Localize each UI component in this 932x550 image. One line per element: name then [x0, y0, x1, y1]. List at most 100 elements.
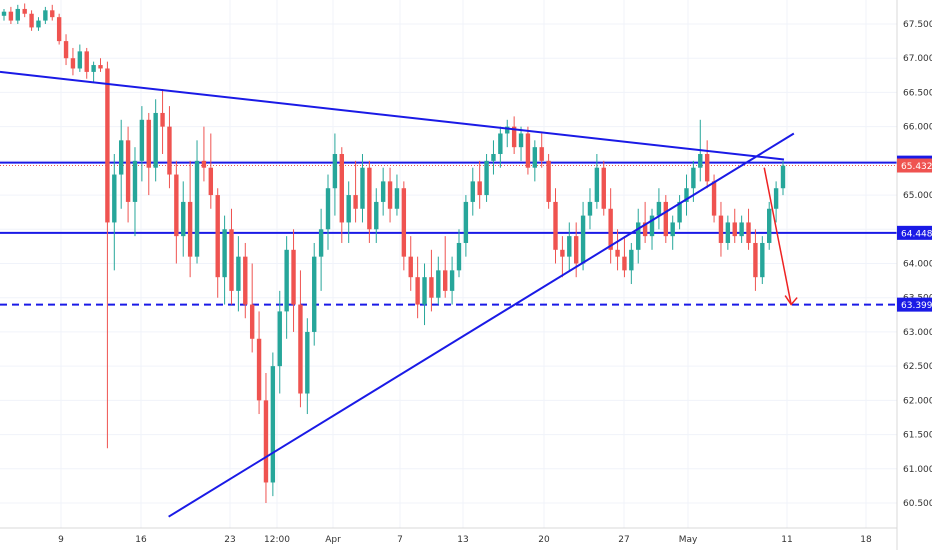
- candle-body: [677, 201, 682, 223]
- candle: [456, 229, 462, 278]
- candle-body: [649, 215, 655, 237]
- candle: [739, 215, 744, 243]
- projection-arrow: [763, 167, 798, 306]
- candle-body: [746, 222, 751, 243]
- level-label: 64.448: [901, 229, 932, 239]
- candle-body: [387, 181, 393, 209]
- candle-body: [670, 222, 675, 237]
- candle: [615, 229, 620, 271]
- candle: [415, 256, 420, 319]
- candle-body: [374, 201, 379, 230]
- candles: [1, 3, 786, 503]
- price-axis[interactable]: 67.50067.00066.50066.00065.50065.00064.5…: [903, 20, 932, 509]
- candle-body: [256, 338, 262, 401]
- candle-body: [725, 222, 731, 243]
- candle: [98, 58, 103, 72]
- candle: [449, 256, 455, 305]
- candle-body: [43, 10, 48, 21]
- candle: [229, 208, 234, 305]
- candle: [546, 154, 551, 209]
- candle-body: [77, 51, 83, 69]
- candle-body: [732, 222, 737, 237]
- y-tick-label: 61.000: [903, 465, 932, 475]
- y-tick-label: 64.000: [903, 260, 932, 270]
- candle: [50, 4, 55, 21]
- time-axis[interactable]: 9 16 23 12:00 Apr 7 13 20 27 May 11 18: [58, 535, 872, 545]
- candle-body: [470, 181, 475, 202]
- candle-body: [773, 188, 779, 209]
- candle-body: [291, 249, 296, 305]
- candle: [463, 195, 469, 257]
- candle-body: [346, 195, 351, 223]
- candle-body: [277, 311, 282, 367]
- candle-body: [580, 215, 586, 264]
- candle-body: [174, 174, 179, 237]
- candle-body: [187, 201, 193, 257]
- candle: [56, 13, 62, 45]
- candle: [704, 140, 710, 189]
- candle: [22, 3, 27, 18]
- candle: [346, 181, 351, 243]
- candle: [443, 236, 448, 298]
- candle: [567, 222, 572, 271]
- candle-body: [249, 304, 255, 339]
- candle-body: [429, 277, 434, 298]
- candle-body: [622, 256, 627, 271]
- candle-body: [243, 256, 248, 305]
- x-tick-label: 9: [58, 535, 64, 545]
- candle: [477, 160, 482, 209]
- candle-body: [718, 215, 724, 243]
- candle: [767, 201, 772, 250]
- candle: [112, 154, 117, 271]
- candle: [332, 133, 338, 216]
- candle: [374, 188, 379, 243]
- candle-body: [367, 167, 372, 230]
- candle: [587, 188, 593, 230]
- candle-body: [629, 249, 634, 271]
- candle: [684, 174, 689, 216]
- candle-body: [608, 208, 613, 250]
- candle: [208, 133, 214, 209]
- candle: [125, 126, 131, 223]
- candle: [8, 6, 14, 24]
- candle-body: [360, 167, 365, 209]
- candle-body: [332, 154, 338, 189]
- last-price-label-bg: [897, 158, 932, 173]
- candle-body: [422, 277, 427, 305]
- candle: [132, 147, 138, 237]
- candle-body: [767, 208, 772, 243]
- y-tick-label: 62.000: [903, 396, 932, 406]
- candle-body: [201, 160, 207, 168]
- candle-body: [739, 222, 744, 237]
- candle-body: [567, 236, 572, 257]
- candle: [401, 181, 407, 271]
- candle-body: [587, 201, 593, 216]
- candle: [360, 154, 365, 223]
- y-tick-label: 61.500: [903, 431, 932, 441]
- candle-body: [456, 242, 462, 271]
- candle: [36, 17, 41, 31]
- arrow-head: [784, 295, 798, 306]
- candle: [1, 8, 7, 21]
- candle: [408, 236, 413, 291]
- candle: [387, 167, 393, 223]
- candle-body: [84, 51, 89, 72]
- price-axis-background[interactable]: [897, 0, 932, 550]
- candle: [773, 181, 779, 223]
- candle-body: [153, 112, 158, 168]
- x-tick-label: 27: [618, 535, 629, 545]
- candle: [263, 372, 269, 503]
- candle-body: [229, 229, 234, 291]
- candle-body: [181, 201, 186, 237]
- candle: [84, 47, 89, 79]
- candle-body: [505, 126, 510, 134]
- candle: [498, 126, 503, 168]
- level-label-bg: [897, 297, 932, 312]
- candle: [511, 116, 517, 155]
- candle: [194, 140, 200, 264]
- candle-body: [380, 181, 386, 202]
- candle-body: [22, 8, 27, 14]
- candle-body: [146, 119, 151, 168]
